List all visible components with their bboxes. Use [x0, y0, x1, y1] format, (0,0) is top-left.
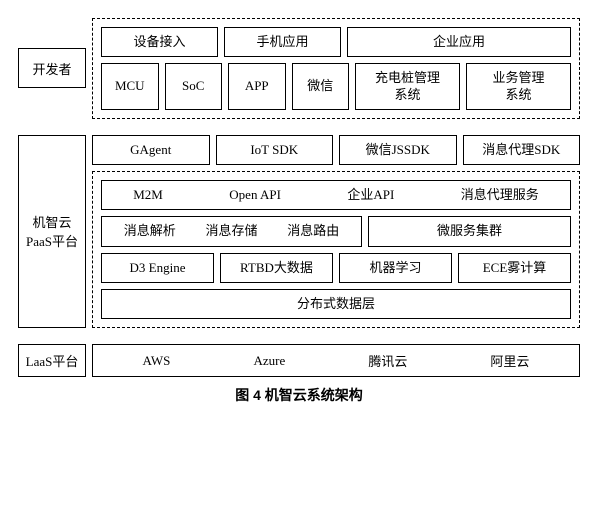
cell-mcu: MCU — [101, 63, 159, 110]
label-text: 开发者 — [32, 59, 71, 78]
paas-label: 机智云 PaaS平台 — [18, 135, 86, 328]
cell-ece-fog: ECE雾计算 — [458, 253, 571, 283]
label-text: 机智云 PaaS平台 — [26, 212, 78, 250]
cell-api-group: M2M Open API 企业API 消息代理服务 — [101, 180, 571, 210]
cell-gagent: GAgent — [92, 135, 210, 165]
cell-d3engine: D3 Engine — [101, 253, 214, 283]
cell-distributed-data: 分布式数据层 — [101, 289, 571, 319]
cell-app: APP — [228, 63, 286, 110]
msg-parse: 消息解析 — [124, 223, 176, 239]
label-text: LaaS平台 — [26, 351, 79, 370]
dev-row-1: 设备接入 手机应用 企业应用 — [101, 27, 571, 57]
developer-box: 设备接入 手机应用 企业应用 MCU SoC APP 微信 充电桩管理 系统 业… — [92, 18, 580, 119]
cell-microservice: 微服务集群 — [368, 216, 571, 246]
cell-device-access: 设备接入 — [101, 27, 218, 57]
dev-row-2: MCU SoC APP 微信 充电桩管理 系统 业务管理 系统 — [101, 63, 571, 110]
paas-box: M2M Open API 企业API 消息代理服务 消息解析 消息存储 消息路由… — [92, 171, 580, 328]
paas-sdk-row: GAgent IoT SDK 微信JSSDK 消息代理SDK — [92, 135, 580, 165]
developer-label: 开发者 — [18, 48, 86, 88]
cell-iot-sdk: IoT SDK — [216, 135, 334, 165]
laas-aliyun: 阿里云 — [490, 351, 529, 370]
cell-soc: SoC — [165, 63, 223, 110]
figure-caption: 图 4 机智云系统架构 — [18, 385, 580, 405]
paas-api-row: M2M Open API 企业API 消息代理服务 — [101, 180, 571, 210]
cell-msg-group: 消息解析 消息存储 消息路由 — [101, 216, 362, 246]
msg-route: 消息路由 — [287, 223, 339, 239]
cell-enterprise-app: 企业应用 — [347, 27, 571, 57]
laas-layer: LaaS平台 AWS Azure 腾讯云 阿里云 — [18, 344, 580, 377]
laas-tencent: 腾讯云 — [368, 351, 407, 370]
laas-azure: Azure — [253, 353, 285, 369]
cell-wechat: 微信 — [292, 63, 350, 110]
cell-business-mgmt: 业务管理 系统 — [466, 63, 571, 110]
cell-msg-proxy-sdk: 消息代理SDK — [463, 135, 581, 165]
api-m2m: M2M — [133, 187, 163, 203]
laas-aws: AWS — [143, 353, 171, 369]
paas-storage-row: 分布式数据层 — [101, 289, 571, 319]
api-openapi: Open API — [229, 187, 281, 203]
paas-msg-row: 消息解析 消息存储 消息路由 微服务集群 — [101, 216, 571, 246]
cell-rtbd: RTBD大数据 — [220, 253, 333, 283]
api-msg-proxy: 消息代理服务 — [461, 187, 539, 203]
cell-wechat-jssdk: 微信JSSDK — [339, 135, 457, 165]
cell-mobile-app: 手机应用 — [224, 27, 341, 57]
developer-layer: 开发者 设备接入 手机应用 企业应用 MCU SoC APP 微信 充电桩管理 … — [18, 18, 580, 119]
api-enterprise: 企业API — [347, 187, 394, 203]
laas-box: AWS Azure 腾讯云 阿里云 — [92, 344, 580, 377]
cell-charging-mgmt: 充电桩管理 系统 — [355, 63, 460, 110]
msg-store: 消息存储 — [205, 223, 257, 239]
paas-layer: 机智云 PaaS平台 GAgent IoT SDK 微信JSSDK 消息代理SD… — [18, 135, 580, 328]
laas-label: LaaS平台 — [18, 344, 86, 377]
paas-engine-row: D3 Engine RTBD大数据 机器学习 ECE雾计算 — [101, 253, 571, 283]
cell-ml: 机器学习 — [339, 253, 452, 283]
